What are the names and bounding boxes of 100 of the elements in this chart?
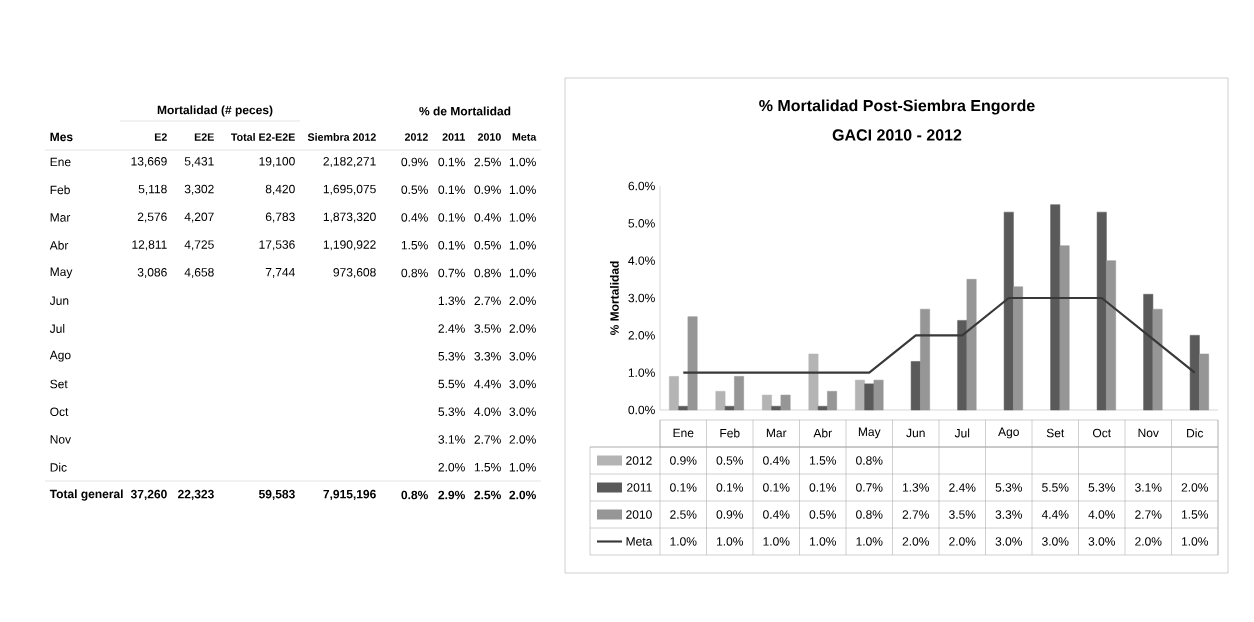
- bar: [1106, 260, 1116, 411]
- data-label: 2.4%: [438, 324, 465, 333]
- data-label: 0.7%: [438, 268, 465, 278]
- data-label: 1.5%: [474, 463, 501, 472]
- data-label: 0.8%: [856, 456, 883, 465]
- data-label: 1.3%: [438, 296, 465, 305]
- x-tick-label: Jul: [954, 428, 970, 438]
- data-label: 0.5%: [716, 456, 743, 465]
- data-label: 5,431: [184, 157, 214, 167]
- data-label: 0.4%: [763, 510, 790, 519]
- legend-label: 2011: [627, 483, 652, 492]
- data-label: 1.0%: [717, 537, 743, 546]
- legend-label: 2012: [626, 456, 652, 465]
- data-label: 2.0%: [902, 537, 929, 546]
- data-label: 1.0%: [856, 537, 883, 546]
- data-label: 13,669: [131, 157, 167, 167]
- category-label: Mar: [50, 213, 71, 222]
- data-label: 17,536: [259, 240, 295, 251]
- bar: [678, 406, 689, 411]
- data-label: 1,873,320: [323, 212, 376, 223]
- data-label: 2.7%: [1135, 510, 1162, 519]
- data-label: 0.1%: [763, 483, 790, 492]
- data-label: 0.8%: [401, 268, 428, 278]
- data-label: 2.7%: [474, 296, 501, 305]
- y-tick-label: 4.0%: [628, 256, 655, 265]
- x-tick-label: May: [858, 427, 881, 439]
- data-label: 2.5%: [474, 490, 501, 500]
- bar: [1013, 286, 1023, 411]
- data-label: 1.0%: [810, 537, 836, 546]
- data-label: 5.5%: [438, 379, 465, 389]
- data-label: 0.5%: [474, 241, 501, 250]
- data-label: 1.5%: [1182, 510, 1209, 519]
- bar: [910, 361, 921, 411]
- data-label: 0.8%: [474, 268, 501, 278]
- y-axis-title: % Mortalidad: [609, 261, 619, 336]
- data-label: 1.0%: [763, 537, 790, 546]
- x-tick-label: Nov: [1138, 428, 1159, 438]
- category-label: Jul: [49, 324, 65, 333]
- data-label: 5.5%: [1042, 483, 1069, 492]
- text: Siembra 2012: [307, 133, 376, 141]
- x-tick-label: Dic: [1187, 428, 1204, 438]
- text: 2011: [442, 133, 465, 141]
- data-label: 0.4%: [763, 456, 790, 465]
- data-label: 3.0%: [1042, 537, 1069, 546]
- data-label: 0.1%: [438, 213, 465, 222]
- data-label: 3.3%: [474, 352, 501, 361]
- data-label: 0.1%: [438, 241, 465, 250]
- chart-title: % Mortalidad Post-Siembra Engorde: [759, 99, 1035, 115]
- data-label: 1.0%: [670, 537, 697, 546]
- data-label: 0.9%: [474, 185, 501, 194]
- data-label: 3.0%: [509, 352, 536, 361]
- bar: [817, 406, 828, 411]
- data-label: 3,302: [184, 184, 214, 195]
- bar: [966, 279, 977, 411]
- bar: [920, 308, 930, 411]
- data-label: 0.8%: [401, 490, 428, 500]
- data-label: 8,420: [265, 184, 295, 195]
- data-label: 4.4%: [1041, 510, 1069, 519]
- data-label: 1.5%: [810, 456, 836, 465]
- data-label: 2.5%: [474, 157, 501, 167]
- data-label: 2,182,271: [323, 157, 376, 167]
- bar: [827, 391, 837, 411]
- data-label: 1.3%: [903, 483, 929, 492]
- x-tick-label: Oct: [1092, 428, 1111, 438]
- category-label: Feb: [50, 185, 70, 195]
- data-label: 0.9%: [670, 456, 697, 465]
- data-label: 5,118: [138, 184, 167, 195]
- bar: [1152, 308, 1163, 411]
- data-label: 2.0%: [509, 324, 536, 333]
- data-label: 0.9%: [401, 157, 428, 167]
- data-label: 7,744: [265, 268, 295, 278]
- data-label: 0.7%: [856, 483, 883, 492]
- text: E2: [154, 133, 167, 141]
- data-label: 5.3%: [438, 407, 465, 416]
- bar: [734, 376, 744, 411]
- data-label: 1.0%: [509, 463, 536, 472]
- bar: [1189, 335, 1200, 411]
- data-label: 4.0%: [474, 407, 501, 416]
- bar: [1050, 204, 1061, 411]
- data-label: 3.5%: [949, 510, 976, 519]
- data-label: 7,915,196: [323, 489, 376, 501]
- data-label: 2.9%: [438, 490, 465, 500]
- data-label: 1.0%: [509, 268, 536, 278]
- data-label: 2.4%: [949, 483, 976, 492]
- data-label: 1.0%: [1182, 537, 1209, 546]
- category-label: Ene: [50, 157, 71, 167]
- bar: [957, 320, 968, 411]
- data-label: 0.1%: [670, 483, 697, 492]
- x-tick-label: Feb: [720, 428, 740, 438]
- data-label: 5.3%: [995, 483, 1023, 492]
- bar: [1199, 353, 1209, 411]
- text: E2E: [194, 133, 214, 141]
- data-label: 2.0%: [1135, 537, 1162, 546]
- text: Mortalidad (# peces): [157, 105, 273, 117]
- data-label: 3.0%: [995, 537, 1023, 546]
- data-label: 2.5%: [670, 510, 697, 519]
- data-label: 5.3%: [1088, 483, 1116, 492]
- data-label: 1,695,075: [323, 184, 376, 195]
- y-tick-label: 3.0%: [628, 293, 655, 303]
- x-tick-label: Abr: [813, 428, 832, 438]
